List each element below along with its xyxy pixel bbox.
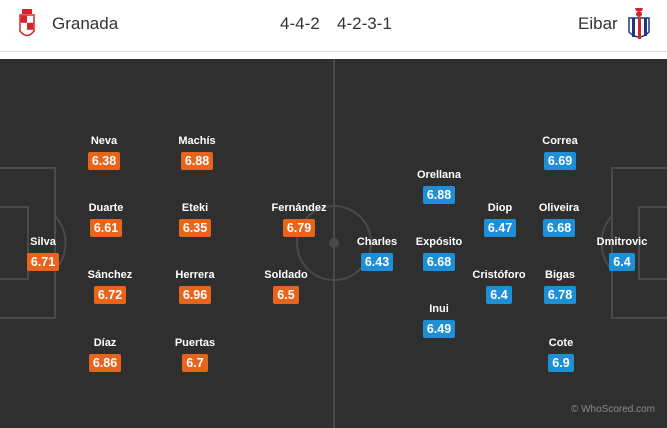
match-header: Granada 4-4-2 4-2-3-1 Eibar [0,0,667,52]
player-name: Bigas [545,269,575,281]
player-rating: 6.88 [180,152,214,170]
player-sanchez[interactable]: Sánchez 6.72 [70,269,150,304]
pitch-markings [0,59,667,428]
player-name: Cote [548,337,574,349]
player-name: Eteki [181,202,209,214]
player-name: Charles [356,236,398,248]
player-name: Herrera [175,269,215,281]
player-name: Silva [30,236,56,248]
player-name: Inui [429,303,449,315]
player-name: Correa [542,135,578,147]
player-name: Expósito [415,236,463,248]
player-diop[interactable]: Diop 6.47 [460,202,540,237]
player-eteki[interactable]: Eteki 6.35 [155,202,235,237]
eibar-crest-icon [628,8,650,39]
player-dmitrovic[interactable]: Dmitrovic 6.4 [582,236,662,271]
home-team-name[interactable]: Granada [52,14,119,33]
player-puertas[interactable]: Puertas 6.7 [155,337,235,372]
pitch: Silva 6.71 Neva 6.38 Duarte 6.61 Sánchez… [0,59,667,428]
player-rating: 6.4 [486,286,512,304]
player-rating: 6.96 [178,286,212,304]
player-herrera[interactable]: Herrera 6.96 [155,269,235,304]
player-silva[interactable]: Silva 6.71 [3,236,83,271]
player-rating: 6.43 [360,253,394,271]
away-formation: 4-2-3-1 [337,14,392,33]
player-bigas[interactable]: Bigas 6.78 [520,269,600,304]
player-diaz[interactable]: Díaz 6.86 [65,337,145,372]
player-name: Fernández [271,202,327,214]
player-name: Neva [90,135,118,147]
player-rating: 6.61 [89,219,123,237]
granada-crest-icon [19,9,35,37]
player-rating: 6.47 [483,219,517,237]
player-oliveira[interactable]: Oliveira 6.68 [519,202,599,237]
player-orellana[interactable]: Orellana 6.88 [399,169,479,204]
player-name: Diop [487,202,513,214]
player-fernandez[interactable]: Fernández 6.79 [259,202,339,237]
away-team-name[interactable]: Eibar [578,14,618,33]
player-name: Puertas [174,337,216,349]
player-cote[interactable]: Cote 6.9 [521,337,601,372]
player-rating: 6.78 [543,286,577,304]
player-rating: 6.72 [93,286,127,304]
player-name: Duarte [88,202,124,214]
whoscored-watermark: © WhoScored.com [570,404,655,415]
player-name: Sánchez [87,269,133,281]
player-name: Cristóforo [472,269,526,281]
player-rating: 6.5 [273,286,299,304]
player-rating: 6.71 [26,253,60,271]
player-inui[interactable]: Inui 6.49 [399,303,479,338]
player-rating: 6.4 [609,253,635,271]
player-rating: 6.38 [87,152,121,170]
player-name: Oliveira [538,202,580,214]
player-soldado[interactable]: Soldado 6.5 [246,269,326,304]
player-rating: 6.86 [88,354,122,372]
player-name: Soldado [264,269,308,281]
player-rating: 6.68 [422,253,456,271]
player-charles[interactable]: Charles 6.43 [337,236,417,271]
player-rating: 6.79 [282,219,316,237]
player-correa[interactable]: Correa 6.69 [520,135,600,170]
player-duarte[interactable]: Duarte 6.61 [66,202,146,237]
player-rating: 6.9 [548,354,574,372]
player-name: Díaz [93,337,117,349]
player-name: Machís [178,135,216,147]
player-exposito[interactable]: Expósito 6.68 [399,236,479,271]
player-rating: 6.88 [422,186,456,204]
player-machis[interactable]: Machís 6.88 [157,135,237,170]
player-rating: 6.49 [422,320,456,338]
player-name: Dmitrovic [596,236,648,248]
player-rating: 6.69 [543,152,577,170]
player-name: Orellana [416,169,462,181]
player-rating: 6.35 [178,219,212,237]
player-rating: 6.7 [182,354,208,372]
player-neva[interactable]: Neva 6.38 [64,135,144,170]
home-formation: 4-4-2 [280,14,320,33]
player-cristoforo[interactable]: Cristóforo 6.4 [459,269,539,304]
player-rating: 6.68 [542,219,576,237]
